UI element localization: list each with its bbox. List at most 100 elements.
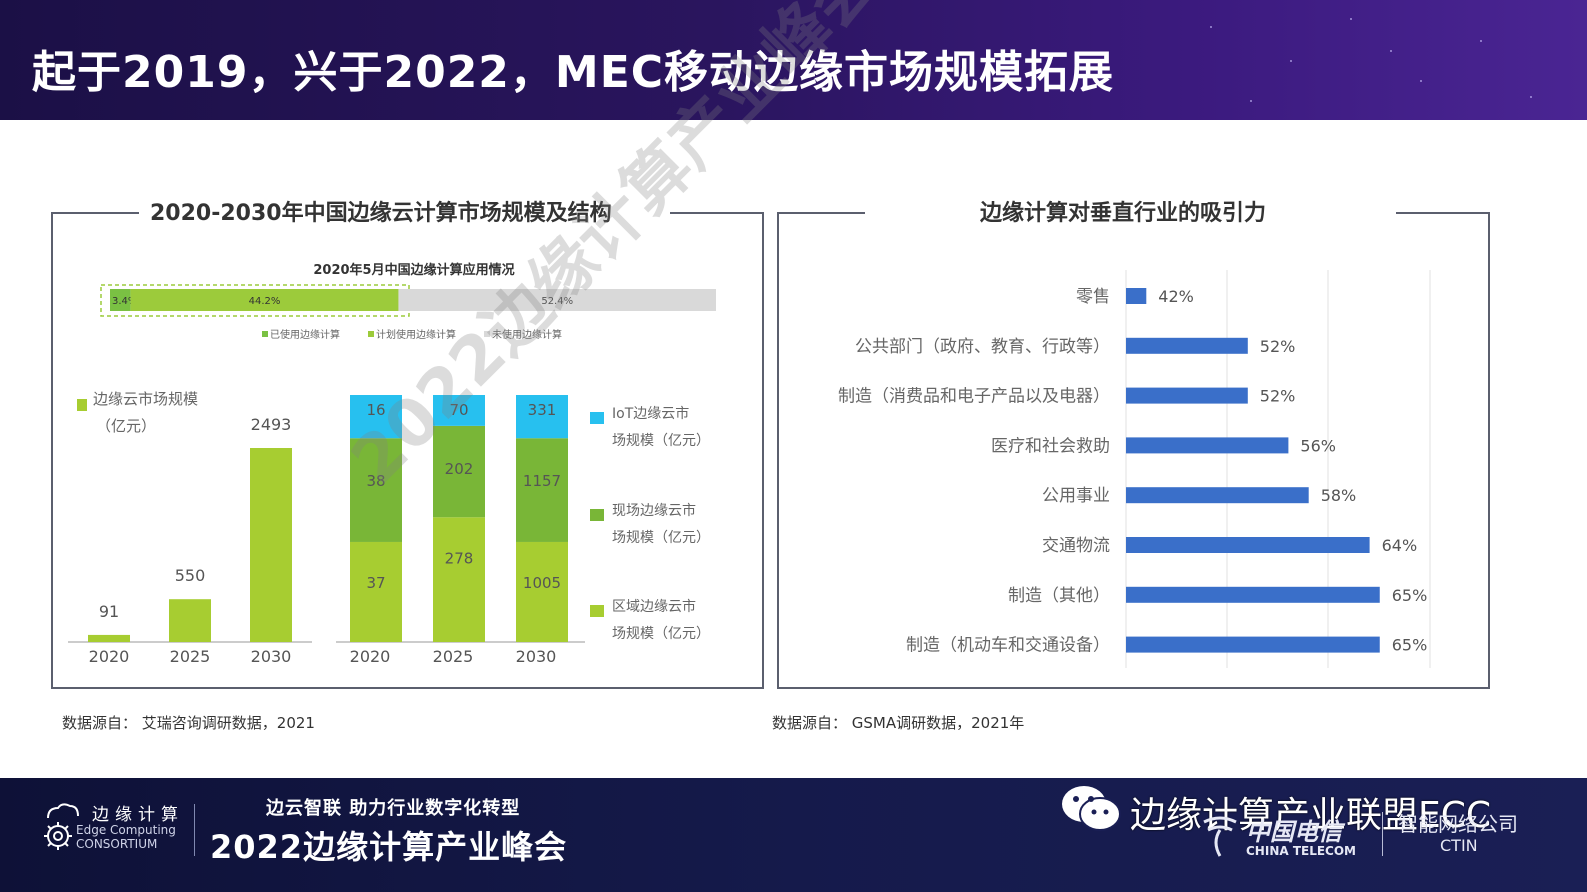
stack-legend-label: IoT边缘云市: [612, 405, 689, 422]
adoption-segment-label: 44.2%: [249, 296, 281, 307]
china-telecom-cn: 中国电信: [1246, 818, 1342, 846]
total-bar: [169, 599, 211, 642]
stack-segment-label: 1005: [523, 574, 561, 592]
hbar-value-label: 64%: [1382, 536, 1418, 555]
ctin-cn: 智能网络公司: [1398, 812, 1518, 836]
stack-legend-swatch: [590, 605, 604, 617]
hbar-bar: [1126, 437, 1289, 454]
total-tick-label: 2020: [89, 647, 130, 666]
hbar-value-label: 52%: [1260, 387, 1296, 406]
hbar-category-label: 公共部门（政府、教育、行政等）: [855, 337, 1110, 357]
footer-divider-2: [1382, 812, 1383, 856]
stack-legend-label: 区域边缘云市: [612, 598, 696, 615]
stack-segment-label: 331: [528, 401, 557, 419]
hbar-bar: [1126, 537, 1370, 553]
stack-segment-label: 1157: [523, 472, 561, 490]
total-bar-label: 550: [175, 566, 206, 585]
total-bar: [88, 634, 130, 642]
stack-segment: [350, 395, 402, 439]
hbar-bar: [1126, 487, 1309, 504]
stack-segment-label: 278: [445, 549, 474, 567]
wechat-account-name: 边缘计算产业联盟ECC: [1130, 795, 1492, 836]
adoption-segment-2: [398, 289, 716, 311]
stack-legend-label-line2: 场规模（亿元）: [612, 530, 710, 546]
china-telecom-logo-icon: [1203, 816, 1237, 857]
stack-segment-label: 202: [445, 460, 474, 478]
stack-tick-label: 2025: [433, 647, 474, 666]
stack-legend-label-line2: 场规模（亿元）: [612, 433, 710, 449]
adoption-chart-title: 2020年5月中国边缘计算应用情况: [313, 262, 514, 278]
hbar-category-label: 医疗和社会救助: [991, 436, 1110, 456]
adoption-legend-swatch: [368, 331, 374, 337]
stack-segment: [516, 395, 568, 439]
ecc-name-cn: 边缘计算: [92, 805, 184, 825]
total-legend-swatch: [77, 399, 87, 411]
adoption-segment-1: [130, 289, 399, 311]
hbar-bar: [1126, 636, 1380, 653]
footer-divider: [194, 804, 195, 856]
hbar-category-label: 交通物流: [1042, 536, 1110, 556]
right-chart-panel: [777, 212, 1490, 689]
stack-tick-label: 2020: [350, 647, 391, 666]
stack-segment: [516, 541, 568, 642]
adoption-legend-label: 未使用边缘计算: [492, 328, 562, 341]
total-bar-label: 2493: [251, 415, 292, 434]
adoption-chart: 2020年5月中国边缘计算应用情况 3.4% 44.2% 52.4% 已使用边缘计算…: [100, 262, 716, 341]
ecc-name-en-line2: CONSORTIUM: [76, 837, 158, 851]
hbar-bar: [1126, 387, 1248, 404]
ecc-logo-icon: [44, 803, 79, 850]
hbar-value-label: 65%: [1392, 636, 1428, 655]
slide-title: 起于2019，兴于2022，MEC移动边缘市场规模拓展: [32, 47, 1115, 98]
stack-legend-label: 现场边缘云市: [612, 502, 696, 519]
hbar-category-label: 制造（其他）: [1008, 586, 1110, 606]
stack-legend-swatch: [590, 412, 604, 424]
adoption-legend-label: 已使用边缘计算: [270, 328, 340, 341]
hbar-value-label: 56%: [1300, 436, 1336, 455]
adoption-segment-label: 52.4%: [541, 296, 573, 307]
adoption-legend-label: 计划使用边缘计算: [376, 328, 456, 341]
vertical-industry-chart: 42% 零售 52% 公共部门（政府、教育、行政等） 52% 制造（消费品和电子产品以及电…: [838, 270, 1431, 668]
stack-segment: [350, 541, 402, 642]
structure-stacked-chart: 37 38 16 2020 278 202 70 2025 1005 1157 331 2030 IoT…: [336, 395, 710, 666]
hbar-bar: [1126, 337, 1248, 354]
adoption-segment-label: 3.4%: [112, 296, 137, 307]
stack-segment: [350, 438, 402, 542]
adoption-legend-swatch: [484, 331, 490, 337]
ecc-name-en-line1: Edge Computing: [76, 823, 176, 837]
hbar-category-label: 制造（机动车和交通设备）: [906, 636, 1110, 656]
summit-slogan: 边云智联 助力行业数字化转型: [266, 798, 521, 819]
total-legend-label: 边缘云市场规模: [93, 390, 198, 408]
stack-segment: [433, 395, 485, 426]
wechat-icon: [1062, 786, 1121, 831]
hbar-value-label: 58%: [1321, 486, 1357, 505]
hbar-category-label: 零售: [1076, 287, 1110, 307]
hbar-value-label: 42%: [1158, 287, 1194, 306]
ctin-en: CTIN: [1440, 836, 1478, 855]
stack-segment: [433, 425, 485, 518]
left-chart-panel: [51, 212, 764, 689]
stack-legend-swatch: [590, 509, 604, 521]
stack-segment: [516, 438, 568, 542]
hbar-category-label: 制造（消费品和电子产品以及电器）: [838, 387, 1110, 407]
left-source-note: 数据源自： 艾瑞咨询调研数据，2021: [62, 714, 315, 732]
hbar-category-label: 公用事业: [1042, 486, 1110, 506]
hbar-value-label: 52%: [1260, 337, 1296, 356]
adoption-segment-0: [110, 289, 131, 311]
stack-segment-label: 70: [449, 401, 468, 419]
stack-segment: [433, 517, 485, 642]
right-panel-title: 边缘计算对垂直行业的吸引力: [980, 201, 1267, 226]
hbar-bar: [1126, 586, 1380, 603]
total-bar-label: 91: [99, 602, 119, 621]
stack-segment-label: 37: [366, 574, 385, 592]
left-panel-title: 2020-2030年中国边缘云计算市场规模及结构: [150, 201, 612, 226]
title-banner: 起于2019，兴于2022，MEC移动边缘市场规模拓展: [0, 0, 1587, 120]
hbar-value-label: 65%: [1392, 586, 1428, 605]
ecc-name-en: Edge Computing CONSORTIUM: [76, 823, 176, 851]
hbar-bar: [1126, 288, 1147, 304]
adoption-legend-swatch: [262, 331, 268, 337]
china-telecom-en: CHINA TELECOM: [1246, 844, 1356, 858]
footer-band: [0, 778, 1587, 892]
total-tick-label: 2025: [170, 647, 211, 666]
stack-segment-label: 38: [366, 472, 385, 490]
